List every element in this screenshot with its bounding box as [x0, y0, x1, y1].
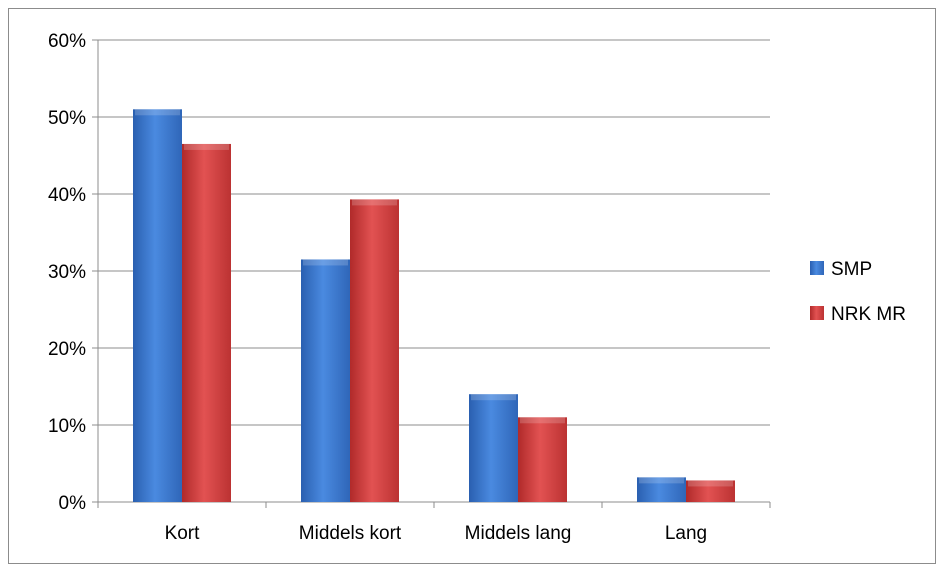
y-tick-label: 20% — [48, 339, 86, 360]
bar-nrk-mr — [182, 143, 231, 502]
bar-highlight — [352, 199, 397, 206]
y-tick-label: 40% — [48, 185, 86, 206]
y-tick-label: 50% — [48, 108, 86, 129]
y-tick-label: 10% — [48, 416, 86, 437]
tick-labels: 0% 10% 20% 30% 40% 50% 60% Kort Middels kort Midd… — [48, 31, 707, 544]
x-tick-label: Middels lang — [465, 523, 572, 544]
bar-smp — [637, 477, 686, 502]
bar-nrk-mr — [518, 417, 567, 502]
x-tick-label: Lang — [665, 523, 707, 544]
legend-swatch — [810, 261, 824, 275]
bar-highlight — [688, 480, 733, 487]
bar-nrk-mr — [686, 480, 735, 502]
bar-highlight — [639, 477, 684, 484]
legend-label: SMP — [831, 259, 872, 280]
bar-smp — [301, 259, 350, 502]
chart-frame: 0% 10% 20% 30% 40% 50% 60% Kort Middels kort Midd… — [8, 8, 936, 564]
bar-highlight — [471, 394, 516, 401]
y-tick-label: 60% — [48, 31, 86, 52]
x-tick-label: Kort — [165, 523, 201, 544]
bar-smp — [133, 109, 182, 503]
legend-swatch — [810, 306, 824, 320]
bar-highlight — [184, 143, 229, 150]
bars — [133, 109, 735, 503]
bar-chart: 0% 10% 20% 30% 40% 50% 60% Kort Middels kort Midd… — [48, 31, 906, 544]
bar-nrk-mr — [350, 199, 399, 502]
bar-highlight — [303, 259, 348, 266]
y-tick-label: 0% — [59, 493, 87, 514]
legend: SMP NRK MR — [810, 259, 906, 325]
bar-highlight — [520, 417, 565, 424]
y-tick-label: 30% — [48, 262, 86, 283]
legend-label: NRK MR — [831, 304, 906, 325]
x-tick-label: Middels kort — [299, 523, 402, 544]
bar-smp — [469, 394, 518, 502]
bar-highlight — [135, 109, 180, 116]
